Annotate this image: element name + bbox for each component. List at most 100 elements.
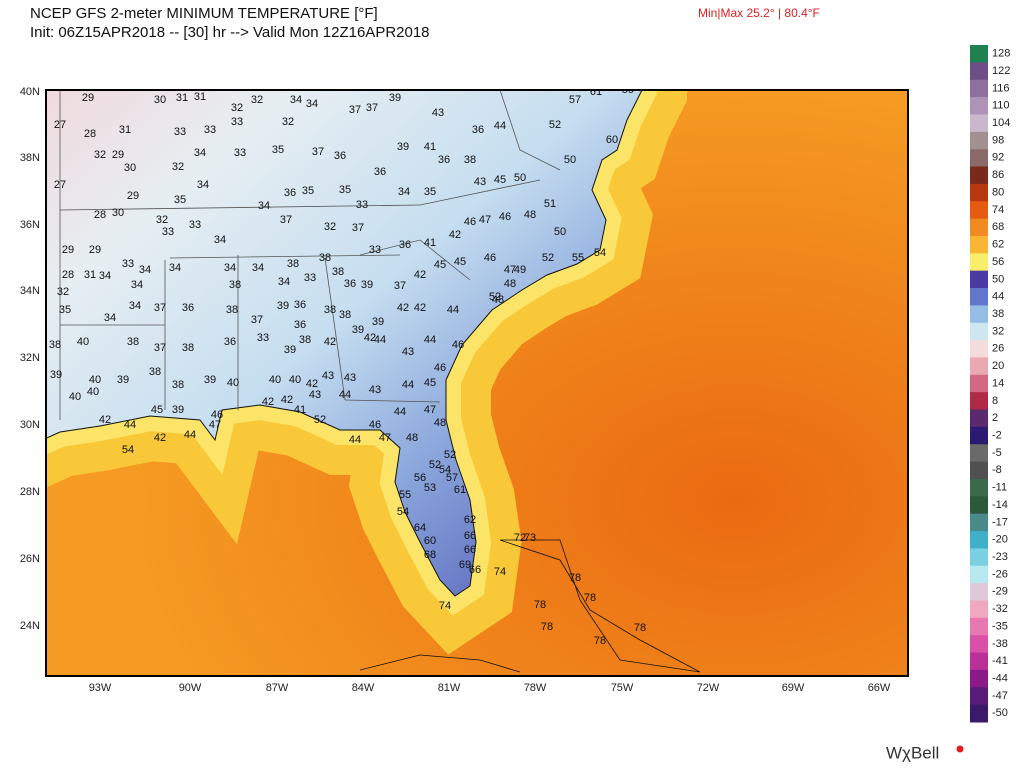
station-value: 60 [424,535,436,547]
station-value: 52 [549,119,561,131]
colorbar-swatch [970,548,988,567]
station-value: 45 [151,404,163,416]
lat-label: 38N [20,152,40,164]
colorbar-label: -2 [992,429,1002,441]
station-value: 35 [272,144,284,156]
station-value: 78 [594,635,606,647]
station-value: 36 [294,299,306,311]
station-value: 52 [429,459,441,471]
lon-label: 78W [524,682,547,694]
colorbar-swatch [970,218,988,237]
station-value: 40 [69,391,81,403]
station-value: 34 [398,186,410,198]
colorbar-swatch [970,392,988,411]
station-value: 32 [172,161,184,173]
colorbar-swatch [970,253,988,272]
station-value: 39 [372,316,384,328]
colorbar-swatch [970,45,988,63]
station-value: 78 [634,622,646,634]
station-value: 47 [209,419,221,431]
station-value: 37 [251,314,263,326]
colorbar-label: -5 [992,447,1002,459]
colorbar-swatch [970,166,988,185]
station-value: 50 [564,154,576,166]
lat-label: 34N [20,285,40,297]
lat-label: 24N [20,620,40,632]
lon-label: 90W [179,682,202,694]
state-borders [59,90,561,420]
station-value: 28 [94,209,106,221]
station-value: 38 [332,266,344,278]
colorbar-swatch [970,583,988,601]
colorbar-label: 38 [992,308,1004,320]
station-value: 52 [314,414,326,426]
colorbar-swatch [970,270,988,289]
colorbar-label: -8 [992,464,1002,476]
station-value: 31 [176,92,188,104]
station-value: 45 [434,259,446,271]
station-value: 49 [514,264,526,276]
colorbar-swatch [970,374,988,393]
colorbar-swatch [970,114,988,133]
station-value: 31 [119,124,131,136]
colorbar-swatch [970,131,988,150]
station-value: 44 [184,429,196,441]
station-value: 36 [224,336,236,348]
title: NCEP GFS 2-meter MINIMUM TEMPERATURE [°F… [30,5,378,22]
station-value: 43 [432,107,444,119]
colorbar-swatch [970,357,988,376]
colorbar-label: -29 [992,586,1008,598]
station-value: 38 [127,336,139,348]
colorbar-label: 50 [992,273,1004,285]
colorbar-label: 62 [992,239,1004,251]
colorbar-label: 86 [992,169,1004,181]
station-value: 60 [606,134,618,146]
station-value: 44 [349,434,361,446]
station-value: 30 [112,207,124,219]
station-value: 32 [231,102,243,114]
station-value: 34 [306,98,318,110]
station-value: 36 [334,150,346,162]
station-value: 29 [62,244,74,256]
logo-dot [956,745,964,753]
station-value: 41 [424,237,436,249]
station-value: 72 [514,532,526,544]
station-value: 48 [434,417,446,429]
colorbar-swatch [970,79,988,98]
station-value: 29 [89,244,101,256]
station-value: 36 [344,278,356,290]
lat-label: 28N [20,486,40,498]
colorbar-label: 116 [992,82,1010,94]
station-value: 39 [277,300,289,312]
colorbar-label: -44 [992,673,1008,685]
colorbar-swatch [970,149,988,168]
colorbar-swatch [970,704,988,723]
station-value: 43 [309,389,321,401]
lon-label: 81W [438,682,461,694]
colorbar-swatch [970,652,988,671]
station-value: 55 [399,489,411,501]
station-value: 48 [524,209,536,221]
station-value: 46 [434,362,446,374]
colorbar-swatch [970,288,988,306]
station-value: 42 [306,378,318,390]
station-value: 52 [444,449,456,461]
colorbar-label: 110 [992,100,1010,112]
station-value: 33 [369,244,381,256]
station-value: 33 [231,116,243,128]
station-value: 38 [182,342,194,354]
station-value: 44 [402,379,414,391]
station-value: 38 [319,252,331,264]
station-value: 37 [312,146,324,158]
colorbar-label: -20 [992,534,1008,546]
colorbar-swatch [970,669,988,688]
station-value: 36 [284,187,296,199]
station-value: 39 [204,374,216,386]
colorbar-swatch [970,496,988,515]
station-value: 37 [394,280,406,292]
lon-label: 84W [352,682,375,694]
station-value: 39 [284,344,296,356]
colorbar-swatch [970,201,988,220]
colorbar-label: 2 [992,412,998,424]
